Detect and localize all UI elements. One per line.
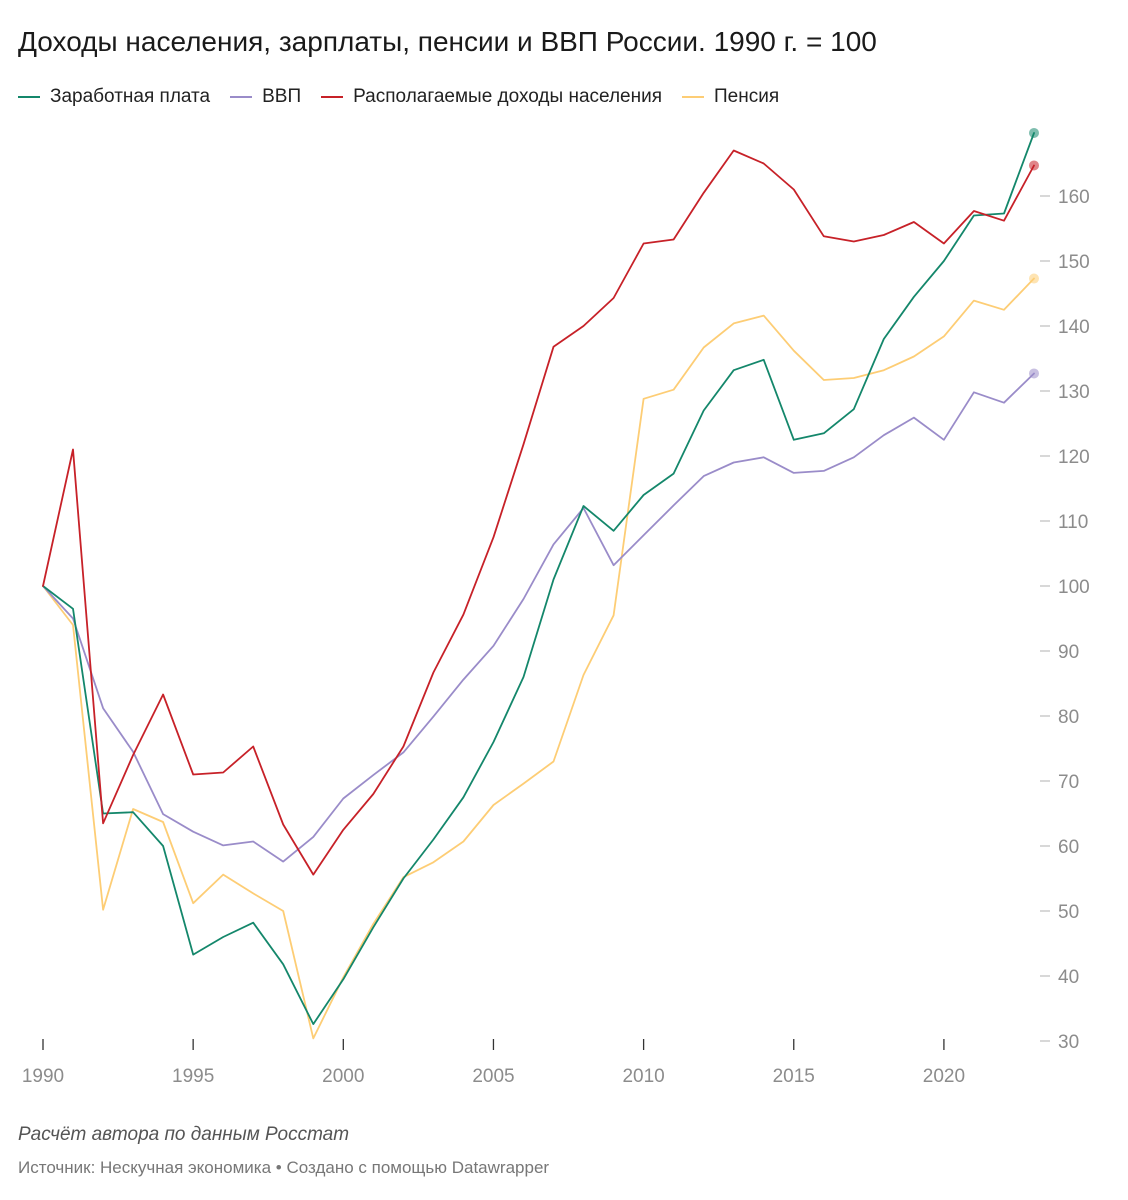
series-endpoint-income[interactable] (1029, 160, 1039, 171)
y-tick-label: 140 (1058, 317, 1090, 338)
y-tick-label: 100 (1058, 577, 1090, 598)
x-tick-label: 2000 (322, 1066, 364, 1087)
y-tick-label: 50 (1058, 902, 1079, 923)
line-chart: 30 40 50 60 70 80 90 100 110 120 130 140 150 160 1990… (22, 127, 1090, 1087)
legend-label-gdp: ВВП (262, 86, 302, 107)
series-endpoint-pension[interactable] (1029, 273, 1039, 284)
chart-legend: Заработная плата ВВП Располагаемые доход… (18, 86, 799, 108)
legend-swatch-pension (682, 96, 704, 98)
legend-label-pension: Пенсия (714, 86, 780, 107)
legend-item-pension[interactable]: Пенсия (682, 86, 779, 108)
y-tick-label: 90 (1058, 642, 1079, 663)
x-tick-label: 2010 (622, 1066, 664, 1087)
chart-footer: Источник: Нескучная экономика • Создано … (18, 1158, 549, 1178)
legend-swatch-gdp (230, 96, 253, 98)
x-tick-label: 2020 (923, 1066, 965, 1087)
y-axis: 30 40 50 60 70 80 90 100 110 120 130 140 150 160 (1040, 187, 1090, 1053)
x-tick-label: 2005 (472, 1066, 514, 1087)
series-endpoint-wages[interactable] (1029, 127, 1039, 138)
y-tick-label: 160 (1058, 187, 1090, 208)
x-tick-label: 2015 (773, 1066, 815, 1087)
x-tick-label: 1995 (172, 1066, 214, 1087)
footer-credit: Создано с помощью Datawrapper (286, 1158, 550, 1177)
x-axis: 1990 1995 2000 2005 2010 2015 2020 (22, 1039, 965, 1087)
series-line-wages[interactable] (42, 132, 1035, 1025)
legend-label-income: Располагаемые доходы населения (353, 86, 662, 107)
series-layer (42, 132, 1035, 1040)
series-line-income[interactable] (42, 149, 1035, 876)
y-tick-label: 150 (1058, 252, 1090, 273)
legend-item-wages[interactable]: Заработная плата (18, 86, 210, 108)
chart-title: Доходы населения, зарплаты, пенсии и ВВП… (18, 26, 877, 57)
legend-swatch-income (321, 96, 344, 98)
legend-item-gdp[interactable]: ВВП (230, 86, 301, 108)
series-line-pension[interactable] (42, 277, 1035, 1040)
series-line-gdp[interactable] (42, 372, 1035, 863)
y-tick-label: 110 (1058, 512, 1088, 533)
y-tick-label: 60 (1058, 837, 1079, 858)
legend-label-wages: Заработная плата (50, 86, 211, 107)
footer-separator: • (275, 1158, 282, 1177)
y-tick-label: 70 (1058, 772, 1079, 793)
chart-note: Расчёт автора по данным Росстат (18, 1124, 350, 1145)
series-endpoint-gdp[interactable] (1029, 368, 1039, 379)
y-tick-label: 40 (1058, 967, 1079, 988)
y-tick-label: 120 (1058, 447, 1090, 468)
x-tick-label: 1990 (22, 1066, 64, 1087)
y-tick-label: 30 (1058, 1032, 1079, 1053)
footer-source: Источник: Нескучная экономика (18, 1158, 272, 1177)
y-tick-label: 130 (1058, 382, 1090, 403)
y-tick-label: 80 (1058, 707, 1079, 728)
marker-layer (1029, 127, 1039, 379)
legend-item-income[interactable]: Располагаемые доходы населения (321, 86, 662, 108)
legend-swatch-wages (18, 96, 40, 98)
